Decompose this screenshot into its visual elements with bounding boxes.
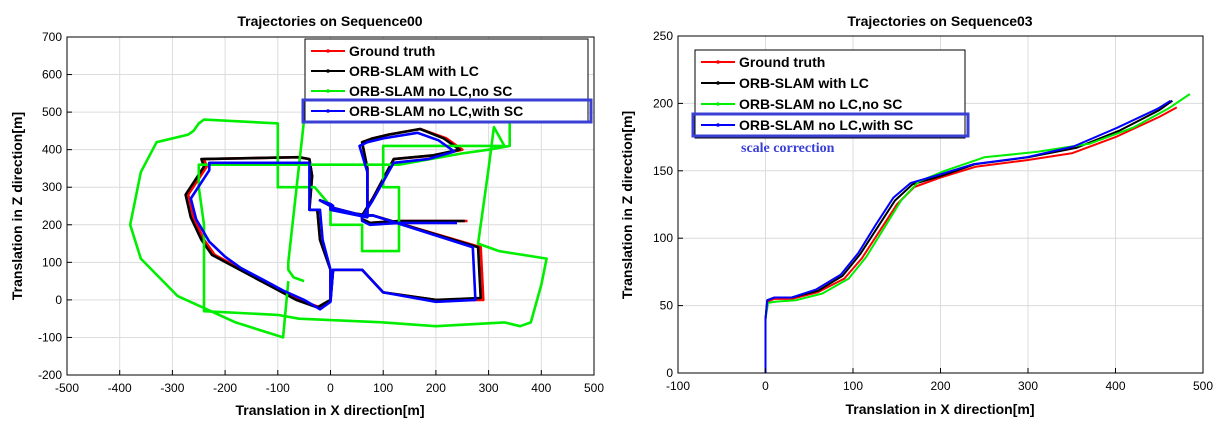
x-tick-label: 0 — [762, 379, 769, 393]
x-axis-label: Translation in X direction[m] — [235, 402, 424, 418]
x-tick-label: 0 — [327, 381, 334, 395]
x-tick-label: -300 — [160, 381, 184, 395]
legend-label: ORB-SLAM no LC,with SC — [739, 117, 913, 133]
scale-correction-annotation: scale correction — [741, 141, 835, 156]
legend-box — [304, 38, 589, 124]
y-axis-label: Translation in Z direction[m] — [9, 112, 25, 300]
y-tick-label: 50 — [660, 299, 674, 313]
x-tick-label: 300 — [479, 381, 499, 395]
y-tick-label: 100 — [42, 255, 62, 269]
legend-label: ORB-SLAM no LC,with SC — [349, 103, 523, 119]
y-tick-label: 300 — [42, 180, 62, 194]
x-tick-label: -400 — [108, 381, 132, 395]
y-tick-label: 700 — [42, 30, 62, 44]
legend-label: ORB-SLAM no LC,no SC — [739, 96, 902, 112]
legend-marker — [326, 109, 330, 113]
y-axis-label: Translation in Z direction[m] — [619, 111, 635, 299]
y-tick-label: -100 — [38, 330, 62, 344]
x-tick-label: 400 — [531, 381, 551, 395]
series-line-with-lc — [184, 127, 483, 309]
x-tick-label: -200 — [213, 381, 237, 395]
series-line-no-lc-no-sc — [128, 118, 548, 339]
series-group — [128, 118, 548, 339]
x-tick-label: 100 — [373, 381, 393, 395]
chart-title: Trajectories on Sequence00 — [237, 13, 422, 29]
x-axis-label: Translation in X direction[m] — [845, 401, 1034, 417]
x-tick-label: 500 — [1193, 379, 1213, 393]
x-tick-label: -100 — [666, 379, 690, 393]
series-line-no-lc-with-sc — [189, 131, 477, 311]
y-tick-label: 400 — [42, 143, 62, 157]
legend-label: ORB-SLAM with LC — [349, 63, 479, 79]
x-tick-label: -100 — [266, 381, 290, 395]
legend-highlight-box — [301, 98, 593, 124]
legend-marker — [326, 89, 330, 93]
y-tick-label: 500 — [42, 105, 62, 119]
legend-marker — [326, 69, 330, 73]
x-tick-label: 100 — [843, 379, 863, 393]
y-tick-label: -200 — [38, 368, 62, 382]
x-tick-label: -500 — [55, 381, 79, 395]
legend-label: Ground truth — [349, 43, 435, 59]
chart-title: Trajectories on Sequence03 — [847, 13, 1032, 29]
legend-label: ORB-SLAM with LC — [739, 75, 869, 91]
y-tick-label: 200 — [653, 96, 673, 110]
x-tick-label: 500 — [584, 381, 604, 395]
legend-marker — [326, 49, 330, 53]
legend-label: ORB-SLAM no LC,no SC — [349, 83, 512, 99]
series-line-no-lc-no-sc — [764, 93, 1191, 373]
legend: Ground truth ORB-SLAM with LC ORB-SLAM no … — [691, 49, 970, 139]
legend-highlight-box — [691, 112, 970, 138]
legend-marker — [716, 60, 720, 64]
series-line-ground-truth — [764, 106, 1178, 373]
y-tick-label: 200 — [42, 218, 62, 232]
legend-marker — [716, 123, 720, 127]
y-tick-label: 250 — [653, 29, 673, 43]
legend-label: Ground truth — [739, 54, 825, 70]
x-tick-label: 200 — [426, 381, 446, 395]
legend-box — [694, 49, 966, 139]
chart-sequence03: Trajectories on Sequence03 -100 0 100 200 30… — [619, 13, 1213, 417]
tick-labels: -500 -400 -300 -200 -100 0 100 200 300 400 500 -200… — [38, 30, 604, 395]
y-tick-label: 150 — [653, 164, 673, 178]
x-tick-label: 400 — [1105, 379, 1125, 393]
y-tick-label: 600 — [42, 68, 62, 82]
series-line-no-lc-with-sc — [764, 99, 1172, 373]
series-group — [764, 93, 1191, 373]
chart-sequence00: Trajectories on Sequence00 -500 -400 -300-… — [9, 13, 604, 418]
legend-marker — [716, 102, 720, 106]
legend: Ground truth ORB-SLAM with LC ORB-SLAM no … — [301, 38, 593, 124]
x-tick-label: 200 — [930, 379, 950, 393]
x-tick-label: 300 — [1018, 379, 1038, 393]
series-line-ground-truth — [186, 127, 485, 309]
y-tick-label: 0 — [666, 366, 673, 380]
y-tick-label: 0 — [55, 293, 62, 307]
y-tick-label: 100 — [653, 231, 673, 245]
legend-marker — [716, 81, 720, 85]
